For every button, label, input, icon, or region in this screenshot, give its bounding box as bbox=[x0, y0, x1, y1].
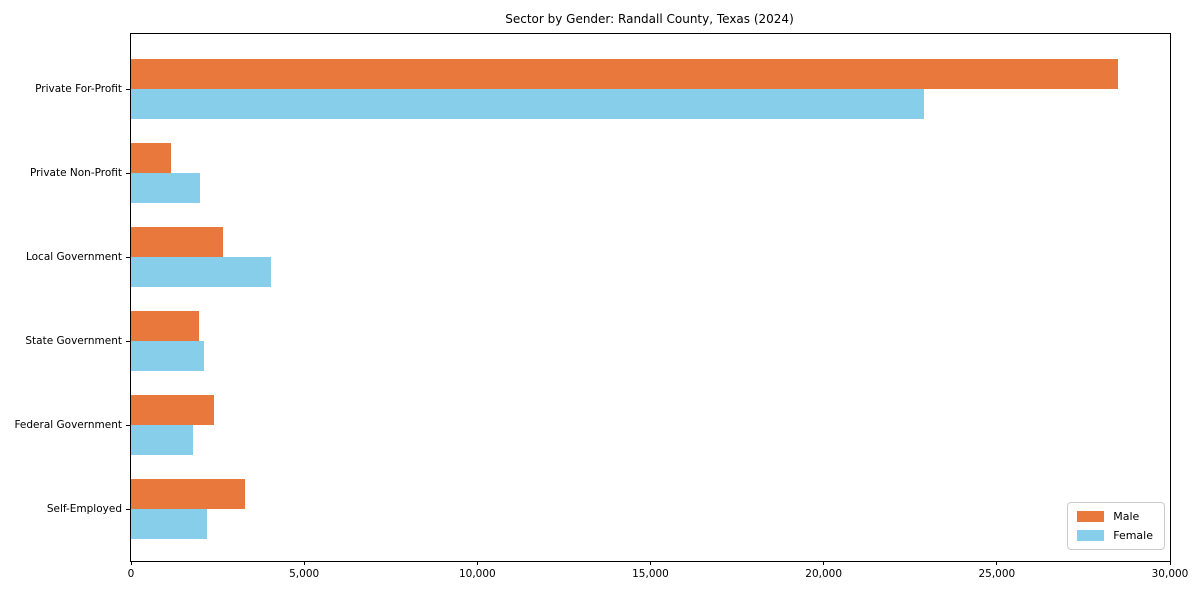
legend-label-male: Male bbox=[1113, 510, 1140, 523]
y-tick-mark bbox=[126, 341, 130, 342]
x-tick-mark bbox=[823, 561, 825, 565]
y-category-label-private-non-profit: Private Non-Profit bbox=[29, 167, 122, 179]
chart-title: Sector by Gender: Randall County, Texas … bbox=[505, 12, 794, 26]
x-tick-label-5-000: 5,000 bbox=[289, 568, 320, 580]
y-category-label-self-employed: Self-Employed bbox=[46, 503, 122, 515]
bar-female-state-government bbox=[131, 341, 204, 371]
x-tick-mark bbox=[1169, 561, 1171, 565]
y-category-label-state-government: State Government bbox=[25, 335, 122, 347]
x-tick-label-0: 0 bbox=[127, 568, 135, 580]
legend-label-female: Female bbox=[1113, 529, 1153, 542]
legend-swatch-female bbox=[1077, 530, 1105, 541]
x-tick-mark bbox=[476, 561, 478, 565]
x-tick-label-10-000: 10,000 bbox=[458, 568, 496, 580]
legend-entry-male: Male bbox=[1077, 510, 1153, 523]
x-tick-label-15-000: 15,000 bbox=[632, 568, 669, 580]
bar-male-state-government bbox=[131, 311, 199, 341]
y-category-label-local-government: Local Government bbox=[25, 251, 122, 263]
legend-entry-female: Female bbox=[1077, 529, 1153, 542]
y-tick-mark bbox=[126, 173, 130, 174]
x-tick-mark bbox=[130, 561, 132, 565]
x-tick-label-30-000: 30,000 bbox=[1151, 568, 1189, 580]
bar-female-self-employed bbox=[131, 509, 207, 539]
legend: Male Female bbox=[1067, 502, 1165, 550]
x-tick-mark bbox=[650, 561, 651, 565]
legend-swatch-male bbox=[1077, 511, 1105, 522]
bar-female-private-for-profit bbox=[131, 89, 924, 119]
plot-area: Male Female Private For-Profit Private No… bbox=[14, 33, 1188, 580]
x-tick-mark bbox=[303, 561, 305, 565]
bar-male-federal-government bbox=[131, 395, 214, 425]
y-tick-mark bbox=[126, 257, 130, 258]
bar-female-local-government bbox=[131, 257, 271, 287]
bar-male-private-for-profit bbox=[131, 59, 1118, 89]
x-tick-mark bbox=[996, 561, 998, 565]
bar-female-private-non-profit bbox=[131, 173, 200, 203]
x-tick-label-25-000: 25,000 bbox=[978, 568, 1016, 580]
x-tick-label-20-000: 20,000 bbox=[805, 568, 843, 580]
bar-female-federal-government bbox=[131, 425, 193, 455]
bar-male-private-non-profit bbox=[131, 143, 171, 173]
y-category-label-federal-government: Federal Government bbox=[14, 419, 122, 431]
bar-male-local-government bbox=[131, 227, 223, 257]
y-tick-mark bbox=[126, 425, 130, 426]
y-tick-mark bbox=[126, 89, 130, 90]
y-tick-mark bbox=[126, 509, 130, 510]
y-category-label-private-for-profit: Private For-Profit bbox=[35, 83, 122, 95]
bar-male-self-employed bbox=[131, 479, 245, 509]
